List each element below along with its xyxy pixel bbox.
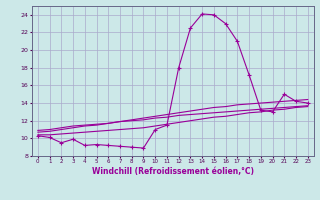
X-axis label: Windchill (Refroidissement éolien,°C): Windchill (Refroidissement éolien,°C) [92,167,254,176]
